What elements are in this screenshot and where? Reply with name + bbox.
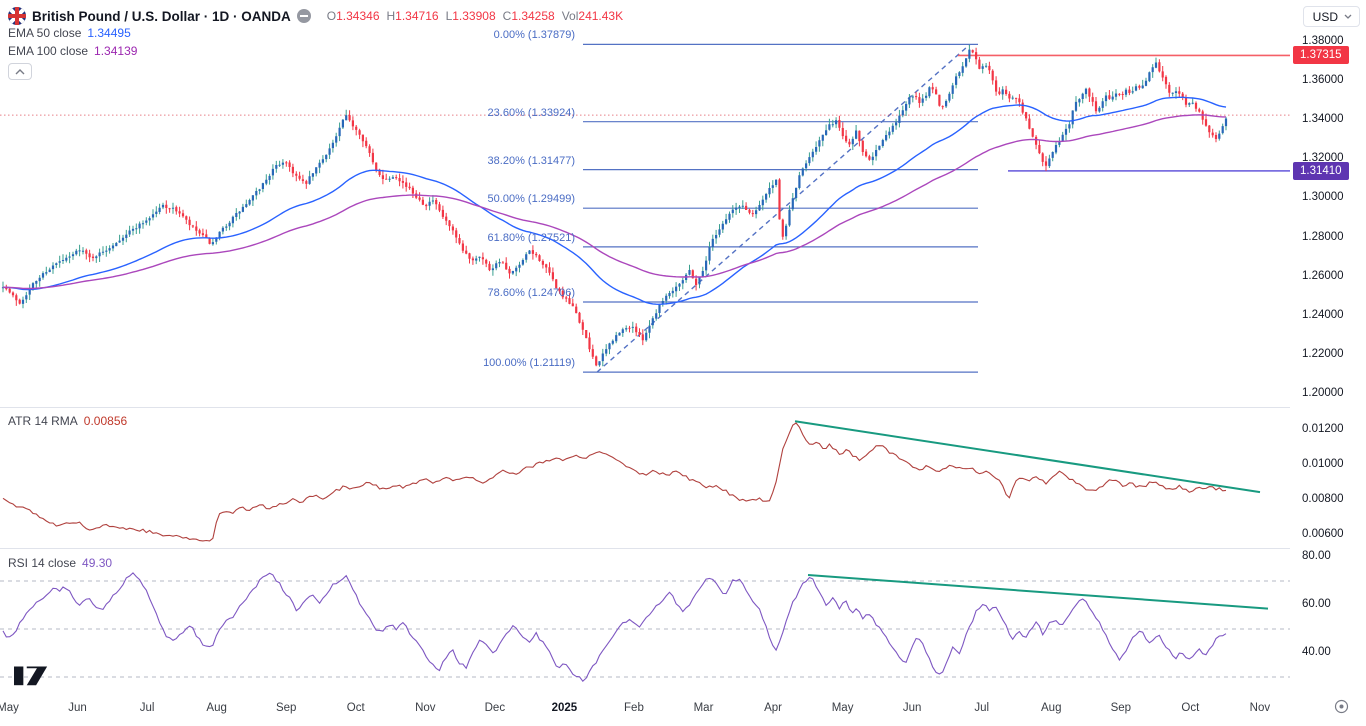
rsi-tick: 40.00 (1302, 646, 1331, 658)
ohlc-values: O1.34346 H1.34716 L1.33908 C1.34258 Vol2… (326, 9, 624, 23)
price-tick: 1.32000 (1302, 152, 1344, 165)
symbol-legend[interactable]: British Pound / U.S. Dollar · 1D · OANDA… (8, 7, 623, 25)
atr-label: ATR 14 RMA (8, 414, 78, 428)
time-tick: 2025 (551, 702, 578, 714)
time-tick: Jul (139, 702, 155, 714)
fib-level-label: 78.60% (1.24706) (487, 286, 575, 299)
scale-target-icon[interactable] (1334, 699, 1349, 719)
ema50-legend[interactable]: EMA 50 close 1.34495 (8, 26, 131, 40)
rsi-label: RSI 14 close (8, 556, 77, 570)
atr-tick: 0.01200 (1302, 423, 1344, 435)
time-tick: Feb (624, 702, 644, 714)
atr-indicator-pane[interactable] (0, 407, 1290, 548)
time-tick: Oct (1181, 702, 1200, 714)
price-tick: 1.36000 (1302, 74, 1344, 87)
time-tick: Sep (1110, 702, 1132, 714)
fib-level-label: 100.00% (1.21119) (483, 357, 575, 370)
pane-separator-2[interactable] (0, 548, 1366, 549)
fib-level-label: 0.00% (1.37879) (493, 29, 575, 42)
time-tick: May (0, 702, 19, 714)
gbp-flag-icon (8, 7, 26, 25)
market-status-icon[interactable] (296, 9, 311, 23)
low-value: 1.33908 (452, 9, 496, 23)
price-tick: 1.22000 (1302, 347, 1344, 360)
tradingview-logo[interactable] (14, 663, 48, 692)
time-tick: May (831, 702, 854, 714)
time-tick: Nov (1249, 702, 1271, 714)
volume-value: 241.43K (578, 9, 624, 23)
ema100-legend[interactable]: EMA 100 close 1.34139 (8, 44, 137, 58)
ema100-value: 1.34139 (94, 44, 138, 58)
tradingview-logo-icon (14, 666, 48, 686)
chevron-up-icon (15, 68, 25, 74)
time-tick: Aug (206, 702, 227, 714)
time-scale[interactable]: May Jun Jul Aug Sep Oct Nov Dec 2025 Feb Mar Apr May… (0, 695, 1366, 726)
fib-level-label: 61.80% (1.27521) (487, 231, 575, 244)
time-tick: Aug (1041, 702, 1062, 714)
price-tick: 1.28000 (1302, 230, 1344, 243)
rsi-indicator-pane[interactable] (0, 548, 1290, 695)
ema50-value: 1.34495 (87, 26, 131, 40)
fib-level-label: 23.60% (1.33924) (487, 106, 575, 119)
time-tick: Sep (275, 702, 297, 714)
fib-level-label: 38.20% (1.31477) (487, 154, 575, 167)
atr-legend[interactable]: ATR 14 RMA 0.00856 (8, 414, 127, 428)
chevron-down-icon (1344, 14, 1352, 19)
ema50-label: EMA 50 close (8, 26, 82, 40)
price-tick: 1.34000 (1302, 113, 1344, 126)
time-tick: Dec (484, 702, 506, 714)
time-tick: Jul (974, 702, 990, 714)
pane-separator-1[interactable] (0, 407, 1366, 408)
atr-value: 0.00856 (83, 414, 128, 428)
currency-label: USD (1312, 9, 1338, 24)
rsi-legend[interactable]: RSI 14 close 49.30 (8, 556, 112, 570)
price-tick: 1.26000 (1302, 269, 1344, 282)
symbol-title: British Pound / U.S. Dollar · 1D · OANDA (32, 8, 291, 24)
price-tick: 1.20000 (1302, 387, 1344, 399)
atr-tick: 0.00800 (1302, 493, 1344, 505)
price-tick: 1.38000 (1302, 35, 1344, 47)
ema100-label: EMA 100 close (8, 44, 89, 58)
time-tick: Jun (902, 702, 922, 714)
fib-level-label: 50.00% (1.29499) (487, 193, 575, 206)
rsi-tick: 60.00 (1302, 598, 1331, 610)
time-tick: Oct (346, 702, 365, 714)
time-tick: Nov (415, 702, 436, 714)
target-icon (1334, 699, 1349, 714)
close-value: 1.34258 (511, 9, 555, 23)
time-tick: Mar (693, 702, 714, 714)
atr-tick: 0.00600 (1302, 528, 1344, 540)
price-scale[interactable]: 1.38000 1.36000 1.34000 1.32000 1.30000 1.280… (1290, 0, 1366, 695)
atr-tick: 0.01000 (1302, 458, 1344, 470)
rsi-tick: 80.00 (1302, 550, 1331, 562)
high-value: 1.34716 (395, 9, 439, 23)
price-tick: 1.30000 (1302, 191, 1344, 204)
main-price-pane[interactable] (0, 0, 1290, 407)
price-level-badge: 1.31410 (1293, 161, 1349, 180)
price-level-badge: 1.37315 (1293, 46, 1349, 65)
currency-dropdown[interactable]: USD (1302, 6, 1360, 27)
price-tick: 1.24000 (1302, 308, 1344, 321)
rsi-value: 49.30 (82, 556, 113, 570)
time-tick: Apr (764, 702, 782, 714)
open-value: 1.34346 (336, 9, 380, 23)
time-tick: Jun (68, 702, 87, 714)
legend-collapse-button[interactable] (8, 63, 32, 80)
